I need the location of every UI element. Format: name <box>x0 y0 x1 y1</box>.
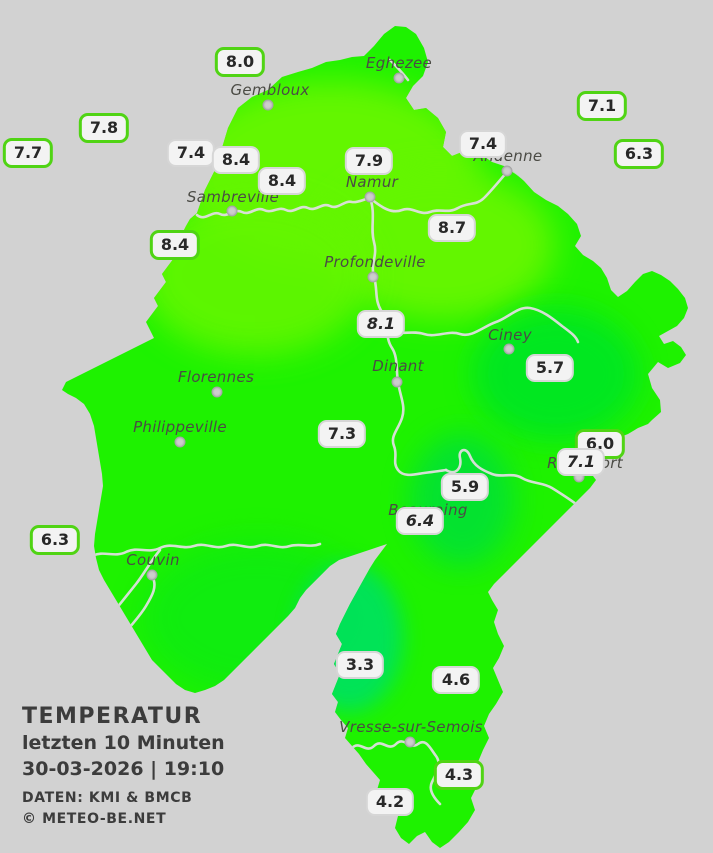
city-dot <box>501 165 513 177</box>
city-label: Ciney <box>488 326 532 344</box>
temperature-badge: 8.1 <box>356 310 406 338</box>
temperature-badge: 7.4 <box>458 130 508 158</box>
temperature-badge: 5.7 <box>525 354 575 382</box>
temperature-badge: 8.4 <box>149 230 201 260</box>
temperature-badge: 7.4 <box>166 139 216 167</box>
temperature-badge: 4.2 <box>365 788 415 816</box>
city-dot <box>391 376 403 388</box>
city-label: Dinant <box>372 357 424 375</box>
temperature-badge: 6.3 <box>29 525 81 555</box>
city-dot <box>211 386 223 398</box>
temperature-badge: 8.7 <box>427 214 477 242</box>
temperature-badge: 6.4 <box>395 507 445 535</box>
temperature-patch-cold <box>295 564 403 712</box>
temperature-badge: 7.9 <box>344 147 394 175</box>
temperature-patch-warm <box>140 195 370 355</box>
temperature-badge: 7.1 <box>556 448 606 476</box>
temperature-badge: 8.0 <box>214 47 266 77</box>
city-dot <box>146 569 158 581</box>
city-label: Profondeville <box>324 253 426 271</box>
river-lesse <box>444 448 600 508</box>
copyright-text: © METEO-BE.NET <box>22 811 167 827</box>
city-label: Florennes <box>177 368 255 386</box>
river-couvin-south <box>124 574 156 634</box>
temperature-badge: 7.7 <box>2 138 54 168</box>
temperature-badge: 5.9 <box>440 473 490 501</box>
city-dot <box>226 205 238 217</box>
map-title-block: TEMPERATUR letzten 10 Minuten 30-03-2026… <box>22 704 225 827</box>
river-sambre <box>195 196 372 219</box>
temperature-badge: 8.4 <box>211 146 261 174</box>
temperature-badge: 6.3 <box>613 139 665 169</box>
temperature-badge: 7.1 <box>576 91 628 121</box>
temperature-badge: 8.4 <box>257 167 307 195</box>
map-subtitle: letzten 10 Minuten <box>22 732 225 754</box>
temperature-badge: 3.3 <box>335 651 385 679</box>
city-label: Eghezee <box>365 54 433 72</box>
temperature-badge: 7.3 <box>317 420 367 448</box>
city-label: Namur <box>345 173 399 191</box>
city-dot <box>262 99 274 111</box>
city-label: Gembloux <box>230 81 310 99</box>
city-label: Sambreville <box>186 188 280 206</box>
city-label: Philippeville <box>133 418 227 436</box>
data-source: DATEN: KMI & BMCB <box>22 790 193 806</box>
temperature-badge: 4.3 <box>433 760 485 790</box>
temperature-badge: 7.8 <box>78 113 130 143</box>
map-datetime: 30-03-2026 | 19:10 <box>22 758 225 780</box>
city-dot <box>503 343 515 355</box>
city-dot <box>367 271 379 283</box>
city-dot <box>364 191 376 203</box>
map-title: TEMPERATUR <box>22 704 203 729</box>
city-label: Vresse-sur-Semois <box>339 718 483 736</box>
city-label: Couvin <box>126 551 180 569</box>
city-dot <box>404 736 416 748</box>
river-ciney <box>384 306 580 344</box>
temperature-badge: 4.6 <box>431 666 481 694</box>
river-eghezee <box>388 58 410 82</box>
river-couvin <box>90 542 322 558</box>
city-dot <box>174 436 186 448</box>
city-dot <box>393 72 405 84</box>
